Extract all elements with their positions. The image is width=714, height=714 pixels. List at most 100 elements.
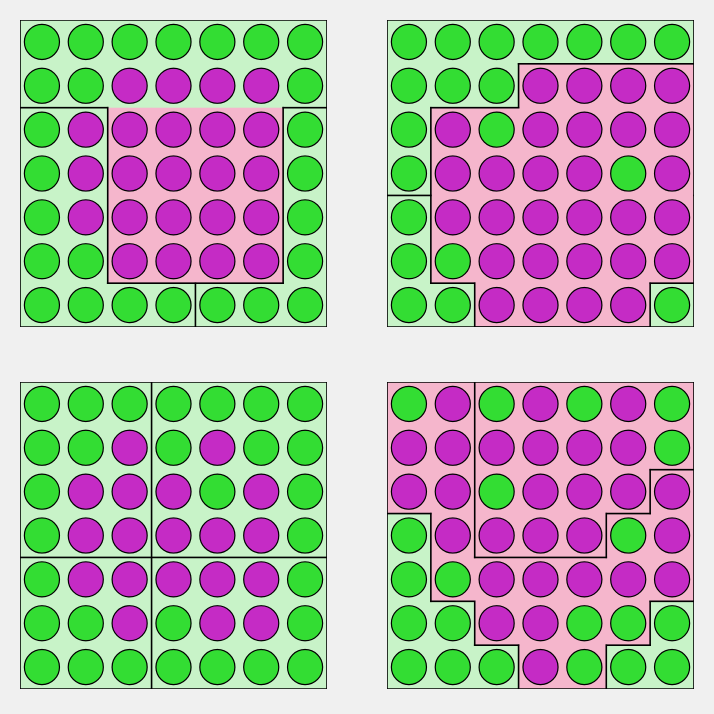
- dot-green: [156, 288, 191, 323]
- dot-magenta: [479, 430, 514, 465]
- dot-magenta: [156, 112, 191, 147]
- dot-green: [200, 650, 235, 685]
- dot-magenta: [611, 200, 646, 235]
- dot-magenta: [567, 112, 602, 147]
- dot-magenta: [611, 386, 646, 421]
- dot-magenta: [655, 112, 690, 147]
- dot-green: [244, 650, 279, 685]
- dot-magenta: [200, 518, 235, 553]
- dot-green: [288, 474, 323, 509]
- dot-magenta: [611, 288, 646, 323]
- dot-magenta: [523, 156, 558, 191]
- dot-green: [288, 562, 323, 597]
- dot-magenta: [523, 562, 558, 597]
- dot-magenta: [567, 430, 602, 465]
- dot-green: [68, 244, 103, 279]
- dot-green: [655, 430, 690, 465]
- dot-magenta: [156, 200, 191, 235]
- dot-magenta: [435, 200, 470, 235]
- dot-magenta: [68, 200, 103, 235]
- dot-green: [68, 430, 103, 465]
- dot-green: [200, 386, 235, 421]
- dot-magenta: [479, 518, 514, 553]
- dot-green: [24, 386, 59, 421]
- dot-magenta: [611, 112, 646, 147]
- dot-green: [244, 288, 279, 323]
- dot-magenta: [523, 606, 558, 641]
- dot-green: [24, 200, 59, 235]
- dot-magenta: [112, 474, 147, 509]
- dot-magenta: [611, 244, 646, 279]
- dot-magenta: [523, 244, 558, 279]
- dot-green: [244, 24, 279, 59]
- dot-green: [435, 562, 470, 597]
- dot-green: [391, 386, 426, 421]
- dot-green: [655, 24, 690, 59]
- dot-green: [288, 112, 323, 147]
- dot-green: [655, 288, 690, 323]
- dot-magenta: [112, 156, 147, 191]
- dot-green: [244, 430, 279, 465]
- dot-magenta: [567, 288, 602, 323]
- dot-green: [391, 112, 426, 147]
- dot-magenta: [479, 200, 514, 235]
- dot-magenta: [567, 562, 602, 597]
- dot-green: [112, 24, 147, 59]
- dot-magenta: [435, 430, 470, 465]
- dot-green: [391, 24, 426, 59]
- dot-magenta: [523, 68, 558, 103]
- dot-magenta: [523, 112, 558, 147]
- dot-magenta: [611, 430, 646, 465]
- dot-green: [288, 650, 323, 685]
- panel-A: [20, 20, 327, 327]
- dot-green: [288, 606, 323, 641]
- dot-green: [391, 650, 426, 685]
- dot-magenta: [567, 244, 602, 279]
- dot-green: [479, 474, 514, 509]
- dot-green: [68, 650, 103, 685]
- dot-magenta: [611, 68, 646, 103]
- dot-magenta: [391, 430, 426, 465]
- dot-green: [391, 562, 426, 597]
- dot-green: [479, 650, 514, 685]
- dot-green: [68, 606, 103, 641]
- dot-green: [156, 386, 191, 421]
- dot-magenta: [479, 244, 514, 279]
- dot-green: [479, 24, 514, 59]
- dot-magenta: [112, 562, 147, 597]
- dot-green: [288, 386, 323, 421]
- dot-magenta: [567, 68, 602, 103]
- dot-magenta: [435, 112, 470, 147]
- dot-green: [391, 244, 426, 279]
- dot-green: [200, 24, 235, 59]
- dot-green: [200, 474, 235, 509]
- dot-green: [523, 24, 558, 59]
- dot-magenta: [391, 474, 426, 509]
- dot-green: [156, 650, 191, 685]
- dot-green: [24, 562, 59, 597]
- dot-green: [68, 24, 103, 59]
- dot-magenta: [479, 562, 514, 597]
- dot-magenta: [567, 200, 602, 235]
- dot-green: [24, 606, 59, 641]
- dot-green: [391, 606, 426, 641]
- dot-magenta: [523, 650, 558, 685]
- dot-magenta: [435, 518, 470, 553]
- dot-magenta: [655, 474, 690, 509]
- dot-magenta: [112, 68, 147, 103]
- dot-green: [435, 68, 470, 103]
- dot-green: [435, 650, 470, 685]
- dot-green: [391, 200, 426, 235]
- dot-green: [611, 606, 646, 641]
- dot-green: [112, 650, 147, 685]
- dot-green: [288, 68, 323, 103]
- dot-magenta: [244, 68, 279, 103]
- dot-green: [68, 386, 103, 421]
- dot-magenta: [200, 244, 235, 279]
- dot-green: [611, 518, 646, 553]
- dot-green: [391, 518, 426, 553]
- dot-green: [24, 474, 59, 509]
- dot-magenta: [567, 518, 602, 553]
- dot-green: [156, 430, 191, 465]
- dot-green: [391, 288, 426, 323]
